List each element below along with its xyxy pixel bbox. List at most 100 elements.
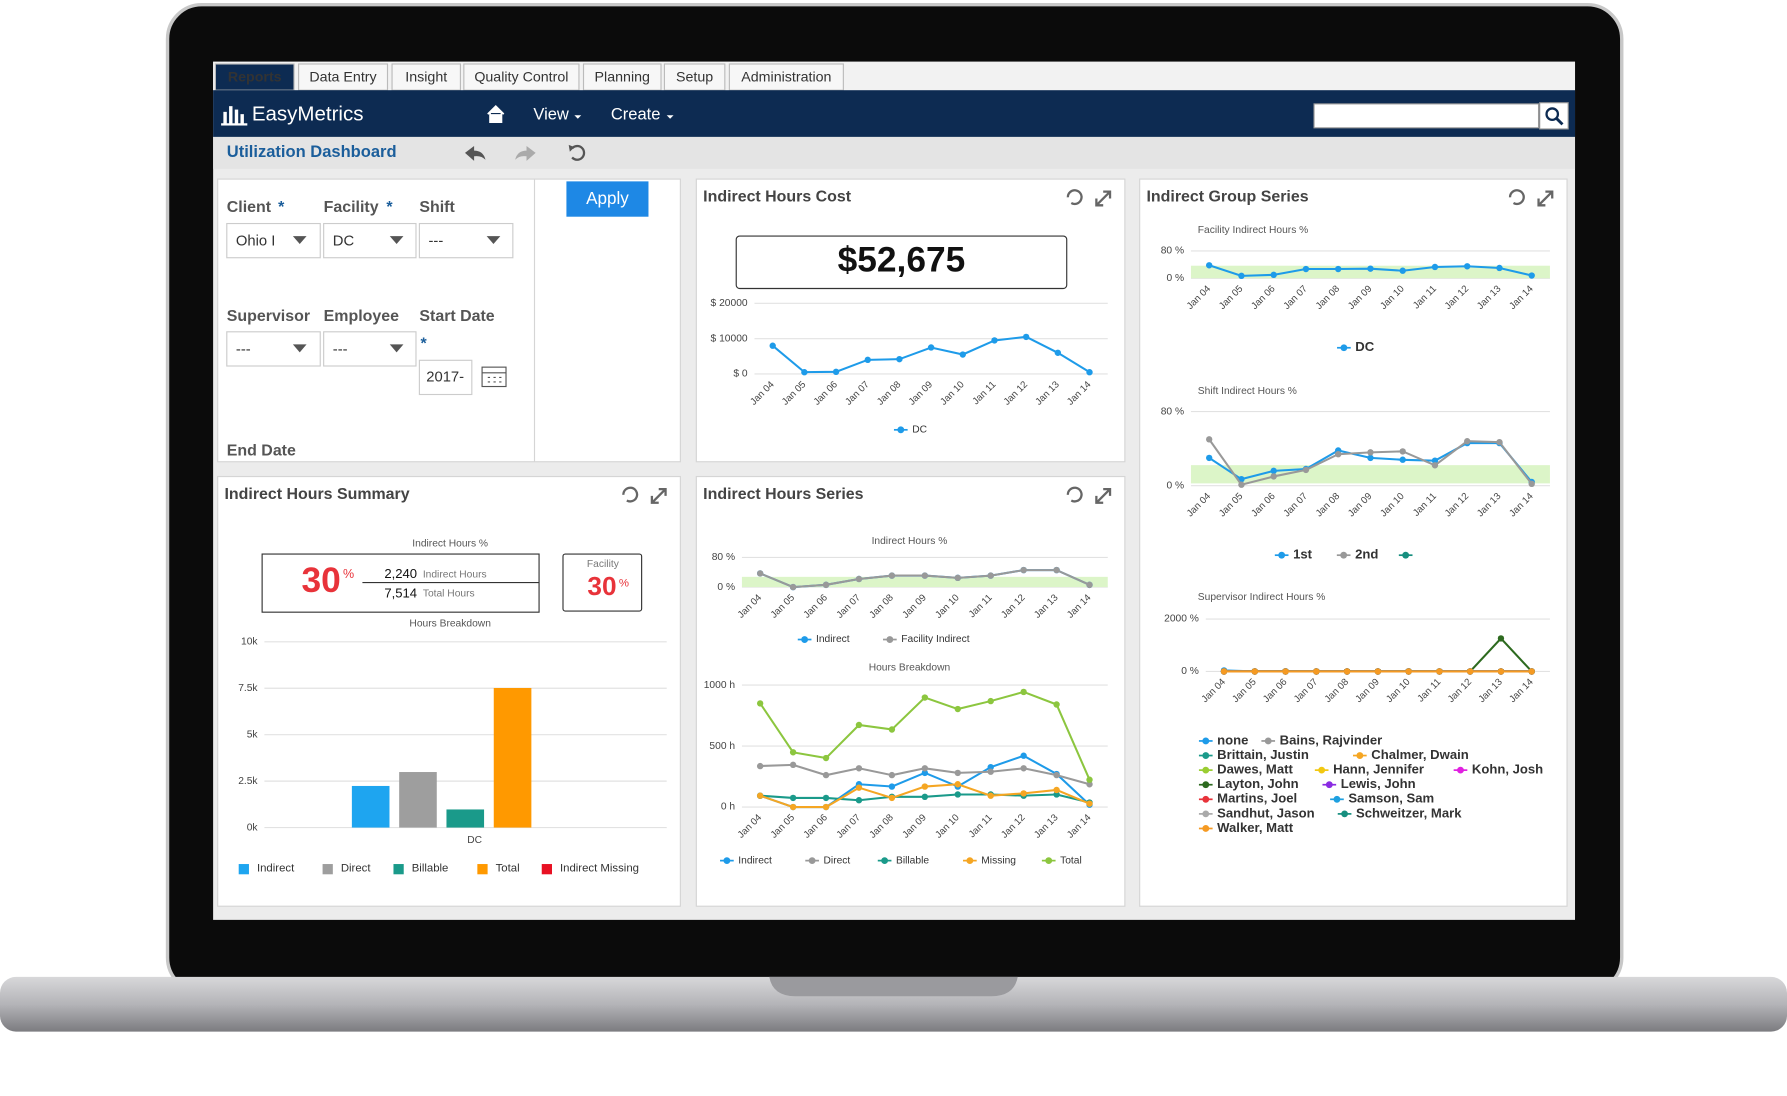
point [1282, 668, 1289, 675]
legend-label: Kohn, Josh [1472, 762, 1543, 777]
legend-label: Billable [896, 855, 929, 866]
tab-label: Insight [405, 69, 447, 85]
facility-select[interactable] [323, 222, 417, 259]
point [1053, 701, 1060, 708]
client-select[interactable] [226, 222, 321, 259]
select-arrows [292, 236, 501, 353]
supervisor-select[interactable] [226, 331, 321, 367]
point [921, 572, 929, 579]
y-tick-label: 0 % [1166, 480, 1184, 491]
y-tick-label: $ 20000 [711, 298, 748, 309]
point [789, 761, 797, 769]
y-tick-label: $ 10000 [711, 333, 748, 344]
expand-icon[interactable] [1537, 190, 1554, 207]
point [1205, 436, 1213, 443]
point [1205, 262, 1213, 269]
legend-label: DC [1355, 339, 1374, 354]
legend-swatch [477, 864, 488, 875]
expand-icon[interactable] [1095, 487, 1112, 504]
legend-label: Dawes, Matt [1217, 762, 1293, 777]
point [954, 574, 961, 582]
tabs: Reports Data Entry Insight Quality Control P… [214, 63, 844, 91]
nav-create[interactable]: Create [611, 105, 661, 124]
point [1302, 265, 1310, 273]
target-band [1190, 465, 1550, 484]
legend-marker [886, 636, 894, 643]
tab[interactable] [463, 63, 580, 91]
y-tick-label: 80 % [1161, 246, 1184, 257]
point [1270, 467, 1277, 475]
chart-title: Supervisor Indirect Hours % [1198, 592, 1326, 603]
legend-label: Samson, Sam [1348, 791, 1434, 806]
legend-label: Lewis, John [1341, 776, 1416, 791]
legend-swatch [541, 864, 552, 875]
undo-icon[interactable] [464, 146, 486, 161]
expand-icon[interactable] [650, 487, 667, 504]
point [1020, 790, 1027, 797]
point [1270, 271, 1277, 279]
apply-label: Apply [586, 189, 629, 208]
search-button[interactable] [1539, 102, 1569, 130]
tab[interactable] [214, 63, 295, 91]
tab[interactable] [391, 63, 461, 91]
refresh-icon[interactable] [1066, 486, 1083, 503]
point [987, 572, 994, 579]
point [756, 700, 764, 707]
home-icon[interactable] [487, 104, 505, 123]
filter-label: End Date [227, 443, 296, 460]
reset-icon[interactable] [571, 144, 586, 161]
required-mark: * [386, 199, 393, 216]
select-value: --- [333, 342, 348, 358]
legend-label: Direct [824, 855, 851, 866]
legend-marker [1202, 810, 1210, 818]
total-hours: 7,514 [384, 585, 417, 600]
point [921, 694, 929, 701]
filter-label: Facility [324, 199, 379, 216]
laptop-notch [769, 976, 1018, 997]
employee-select[interactable] [323, 331, 417, 367]
y-tick-label: 10k [241, 637, 258, 648]
legend-label: Martins, Joel [1217, 791, 1297, 806]
tab[interactable] [298, 63, 389, 91]
chart-title: Shift Indirect Hours % [1198, 386, 1297, 397]
legend-marker [1325, 781, 1333, 789]
tab[interactable] [582, 63, 662, 91]
redo-icon[interactable] [515, 146, 536, 161]
facility-value: 30 [587, 571, 616, 601]
point [954, 791, 961, 798]
refresh-icon[interactable] [622, 486, 639, 503]
point [1053, 566, 1060, 574]
required-mark: * [278, 199, 285, 216]
legend-label: Missing [981, 855, 1016, 866]
legend-marker [1318, 766, 1326, 774]
nav-view[interactable]: View [533, 105, 569, 124]
panel: Indirect Hours Cost $52,675 $ 0 $ 10000 $ 20… [695, 178, 1126, 463]
legend-label: Total [1060, 855, 1082, 866]
legend-label: Indirect Missing [560, 863, 639, 875]
apply-button[interactable] [566, 181, 649, 217]
point [888, 572, 896, 579]
filter-label: Supervisor [227, 308, 310, 325]
point [1238, 481, 1245, 488]
filter-label: Shift [419, 199, 455, 216]
kpi-value: $52,675 [838, 241, 966, 280]
shift-select[interactable] [418, 222, 514, 259]
point [1251, 668, 1258, 675]
point [1020, 566, 1027, 574]
search-icon [1555, 117, 1564, 126]
refresh-icon[interactable] [1508, 189, 1525, 206]
tab-label: Data Entry [309, 69, 377, 85]
legend-marker [1333, 795, 1341, 803]
refresh-icon[interactable] [1066, 189, 1083, 206]
expand-icon[interactable] [1095, 190, 1112, 207]
search-input[interactable] [1313, 103, 1540, 129]
chart-title: Facility Indirect Hours % [1198, 225, 1309, 236]
calendar-icon[interactable] [481, 366, 507, 388]
start-date-input[interactable] [418, 359, 473, 396]
point [987, 792, 994, 799]
x-tick-label: DC [467, 835, 482, 846]
summary-title: Indirect Hours % [412, 538, 488, 549]
point [1022, 333, 1030, 341]
y-tick-label: 0k [247, 822, 259, 833]
logo-icon [221, 106, 248, 126]
